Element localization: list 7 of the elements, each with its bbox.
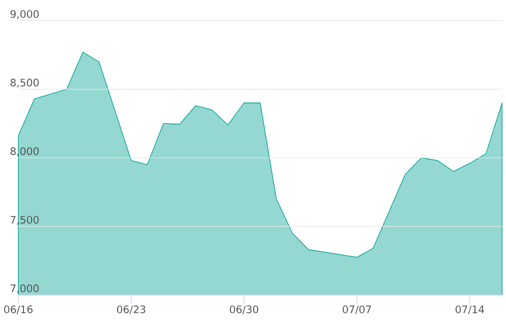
x-tick-label: 06/23	[117, 305, 146, 314]
x-tick-label: 07/07	[342, 305, 371, 314]
y-tick-label: 9,000	[10, 10, 39, 19]
y-tick-label: 8,500	[10, 78, 39, 88]
x-tick-label: 06/30	[230, 305, 258, 314]
x-tick-label: 07/14	[456, 305, 484, 314]
x-tick-label: 06/16	[4, 305, 33, 314]
